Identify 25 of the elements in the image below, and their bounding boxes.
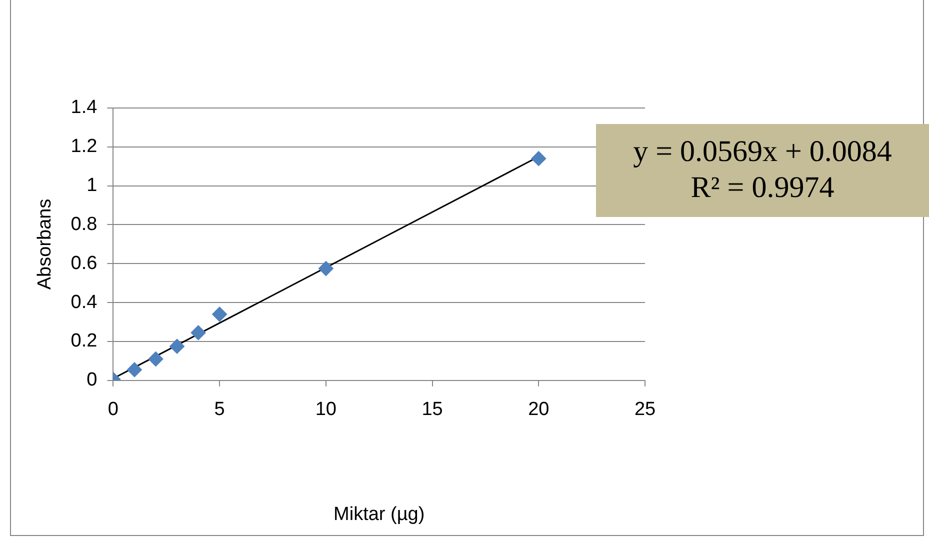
y-tick-label: 1 <box>86 175 98 196</box>
y-tick-label: 1.4 <box>70 97 98 118</box>
x-axis-title: Miktar (µg) <box>334 504 425 525</box>
x-tick-label: 10 <box>315 399 336 420</box>
y-tick-label: 0.2 <box>70 330 98 352</box>
point <box>212 306 228 322</box>
y-tick-label: 0 <box>86 370 98 391</box>
point <box>126 362 142 378</box>
point <box>531 151 546 166</box>
x-tick-label: 0 <box>108 399 118 420</box>
y-tick-label: 0.4 <box>70 292 98 313</box>
x-tick-label: 25 <box>634 399 656 420</box>
point <box>170 338 185 354</box>
point <box>318 261 334 276</box>
text: R² = 0.9974 <box>690 170 836 206</box>
y-tick-label: 1.2 <box>70 136 98 158</box>
point <box>190 325 206 340</box>
y-tick-label: 0.6 <box>70 252 98 274</box>
annotation: y = 0.0569x + 0.0084 <box>632 134 893 170</box>
x-tick-label: 15 <box>422 399 443 420</box>
x-tick-label: 5 <box>214 399 225 420</box>
y-tick-label: 0.8 <box>70 214 98 235</box>
x-tick-label: 20 <box>528 399 550 420</box>
y-axis-title: Absorbans <box>34 198 56 290</box>
point <box>148 351 164 366</box>
